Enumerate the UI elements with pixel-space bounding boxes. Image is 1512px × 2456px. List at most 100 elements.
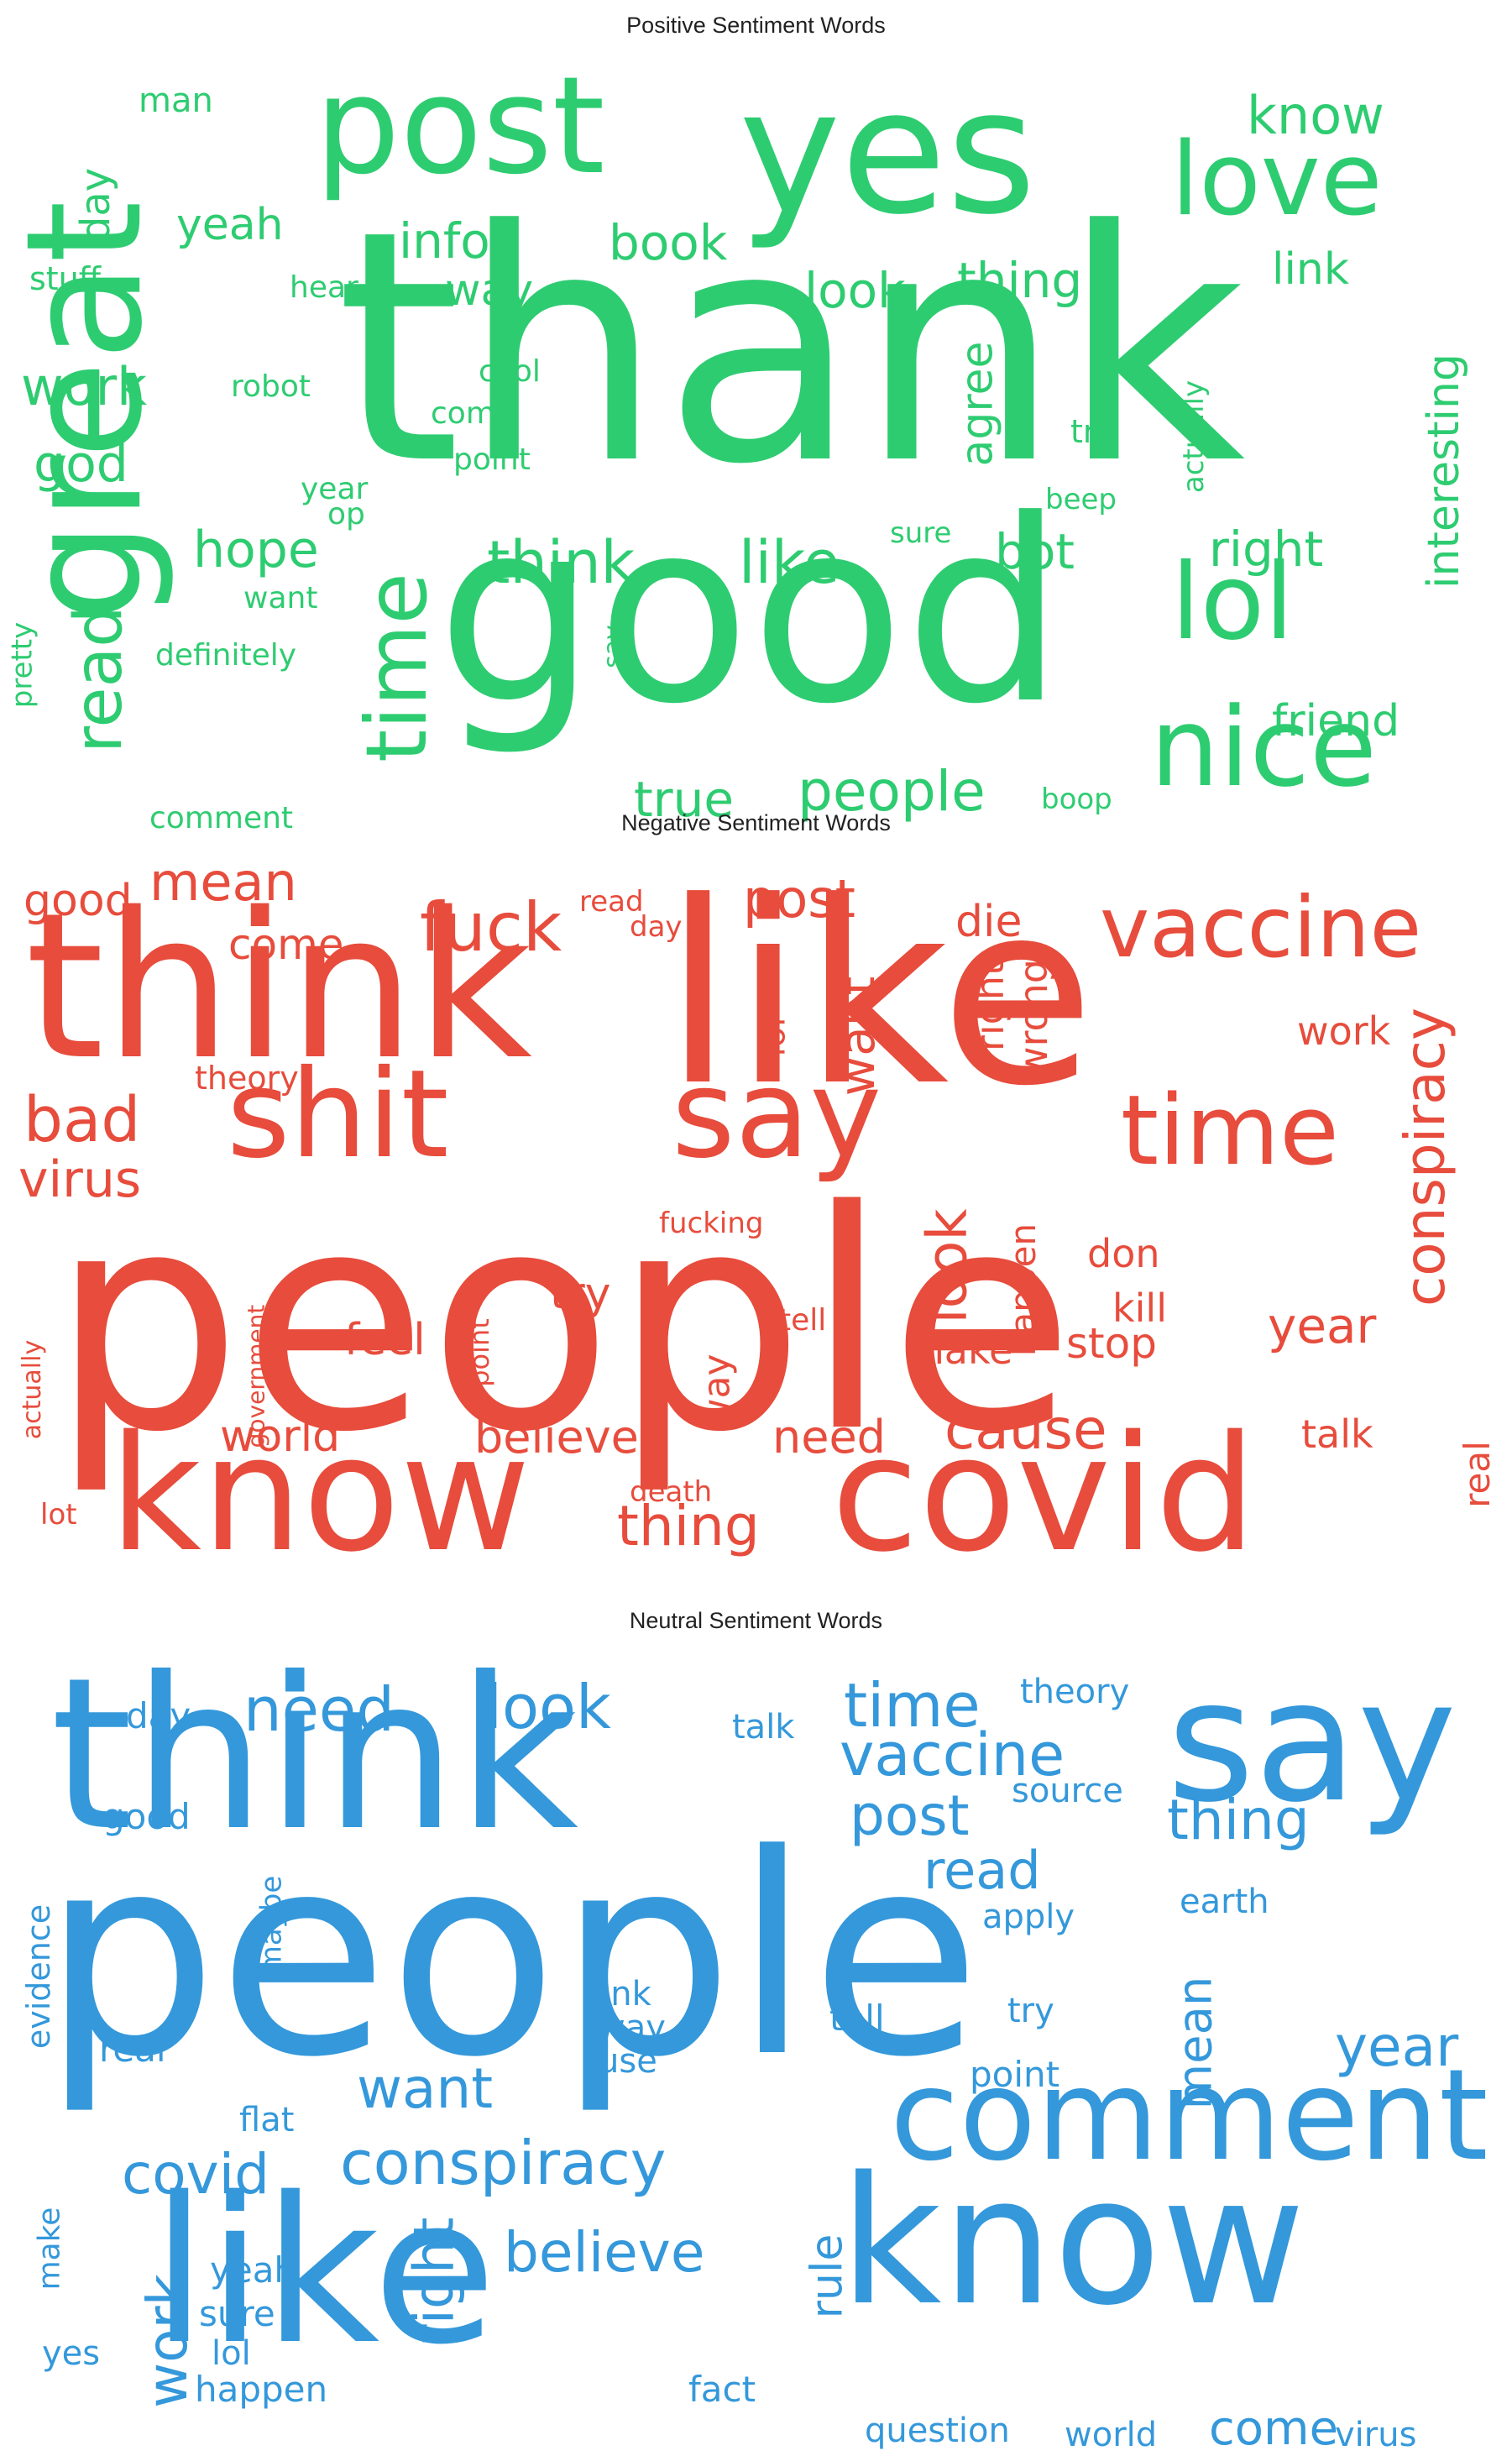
cloud-word: actually [1177, 380, 1211, 494]
cloud-word: real [99, 2029, 166, 2070]
cloud-word: believe [504, 2220, 705, 2285]
cloud-word: thank [336, 162, 1246, 534]
cloud-word: try [550, 1269, 611, 1319]
cloud-word: right [967, 960, 1013, 1052]
cloud-word: people [50, 1146, 1075, 1498]
cloud-word: talk [1301, 1411, 1373, 1457]
cloud-word: try [1070, 413, 1116, 450]
cloud-word: op [327, 497, 365, 532]
cloud-word: say [1167, 1644, 1457, 1840]
cloud-word: death [630, 1475, 713, 1509]
cloud-word: yeah [176, 200, 284, 250]
cloud-word: stuff [29, 260, 101, 297]
cloud-word: feel [344, 1315, 426, 1365]
cloud-word: try [1007, 1992, 1054, 2030]
cloud-word: covid [831, 1401, 1257, 1587]
cloud-word: lol [212, 2334, 251, 2373]
cloud-word: real [1456, 1441, 1498, 1508]
cloud-word: look [485, 1672, 611, 1742]
cloud-word: make [32, 2207, 67, 2291]
cloud-word: right [401, 2217, 467, 2348]
panel-title: Positive Sentiment Words [626, 13, 886, 38]
cloud-word: post [743, 868, 855, 930]
cloud-word: like [739, 528, 840, 597]
cloud-word: way [695, 1354, 739, 1429]
cloud-word: vaccine [1100, 878, 1422, 977]
cloud-word: need [772, 1411, 886, 1464]
cloud-word: mean [149, 851, 297, 913]
cloud-word: book [609, 214, 728, 271]
cloud-word: fuck [420, 888, 562, 966]
cloud-word: yes [739, 53, 1037, 253]
cloud-word: virus [1335, 2416, 1417, 2454]
cloud-word: time [347, 573, 446, 762]
cloud-word: way [445, 265, 534, 316]
cloud-word: love [1171, 122, 1383, 238]
cloud-word: time [844, 1670, 981, 1741]
cloud-word: point [453, 442, 531, 477]
cloud-word: sure [890, 516, 952, 550]
wordcloud-neutral: people think say know like comment need … [0, 1633, 1512, 2453]
cloud-word: man [139, 81, 213, 120]
cloud-word: happen [195, 2369, 328, 2410]
cloud-word: pretty [5, 621, 39, 709]
cloud-word: nice [1150, 683, 1377, 811]
cloud-word: source [1012, 1772, 1123, 1810]
cloud-word: rule [802, 2233, 853, 2319]
cloud-word: info [399, 212, 490, 270]
cloud-word: day [126, 1695, 191, 1736]
cloud-word: think [487, 528, 636, 597]
cloud-word: like [663, 848, 1096, 1141]
cloud-word: want [357, 2056, 494, 2121]
cloud-word: mean [1168, 1976, 1223, 2110]
cloud-word: look [914, 1208, 980, 1324]
cloud-word: post [850, 1783, 970, 1848]
cloud-word: talk [732, 1708, 795, 1746]
cloud-word: wrong [1011, 958, 1057, 1079]
cloud-word: definitely [155, 638, 297, 673]
cloud-word: way [598, 2008, 666, 2047]
cloud-word: die [955, 897, 1023, 947]
cloud-word: conspiracy [1393, 1007, 1458, 1307]
cloud-word: yes [42, 2334, 101, 2373]
cloud-word: make [907, 1327, 1013, 1373]
cloud-word: come [228, 920, 344, 969]
cloud-word: fucking [659, 1207, 764, 1240]
cloud-word: link [592, 1975, 651, 2014]
cloud-word: hope [193, 521, 319, 579]
cloud-word: fact [688, 2369, 756, 2410]
cloud-word: use [598, 2042, 657, 2081]
cloud-word: thing [957, 252, 1083, 309]
cloud-word: covid [122, 2142, 269, 2207]
cloud-word: tell [829, 1998, 885, 2039]
cloud-word: people [42, 1795, 981, 2118]
cloud-word: read [60, 605, 137, 753]
cloud-word: world [1065, 2416, 1158, 2454]
cloud-word: good [102, 1796, 191, 1837]
cloud-word: lol [754, 1017, 793, 1057]
cloud-word: apply [982, 1898, 1075, 1936]
cloud-word: comment [890, 2043, 1488, 2189]
cloud-word: say [598, 625, 628, 668]
cloud-word: robot [231, 369, 311, 404]
cloud-word: god [34, 435, 128, 494]
cloud-word: vaccine [840, 1720, 1065, 1789]
cloud-word: bad [24, 1084, 141, 1156]
cloud-word: point [970, 2054, 1060, 2095]
cloud-word: people [798, 759, 986, 824]
cloud-word: know [109, 1401, 531, 1587]
cloud-word: year [1268, 1297, 1377, 1354]
cloud-word: time [1121, 1075, 1339, 1187]
cloud-word: virus [18, 1150, 142, 1209]
cloud-word: post [315, 47, 605, 204]
cloud-word: link [1272, 244, 1349, 295]
cloud-word: like [151, 2154, 497, 2389]
cloud-word: cause [944, 1397, 1107, 1462]
cloud-word: hear [290, 270, 358, 305]
wordcloud-negative: people like think know covid shit say ti… [0, 835, 1512, 1583]
cloud-word: lol [1171, 542, 1294, 663]
cloud-word: come [1209, 2401, 1339, 2456]
cloud-word: read [923, 1840, 1041, 1901]
cloud-word: earth [1180, 1883, 1269, 1921]
cloud-word: right [1209, 521, 1324, 578]
